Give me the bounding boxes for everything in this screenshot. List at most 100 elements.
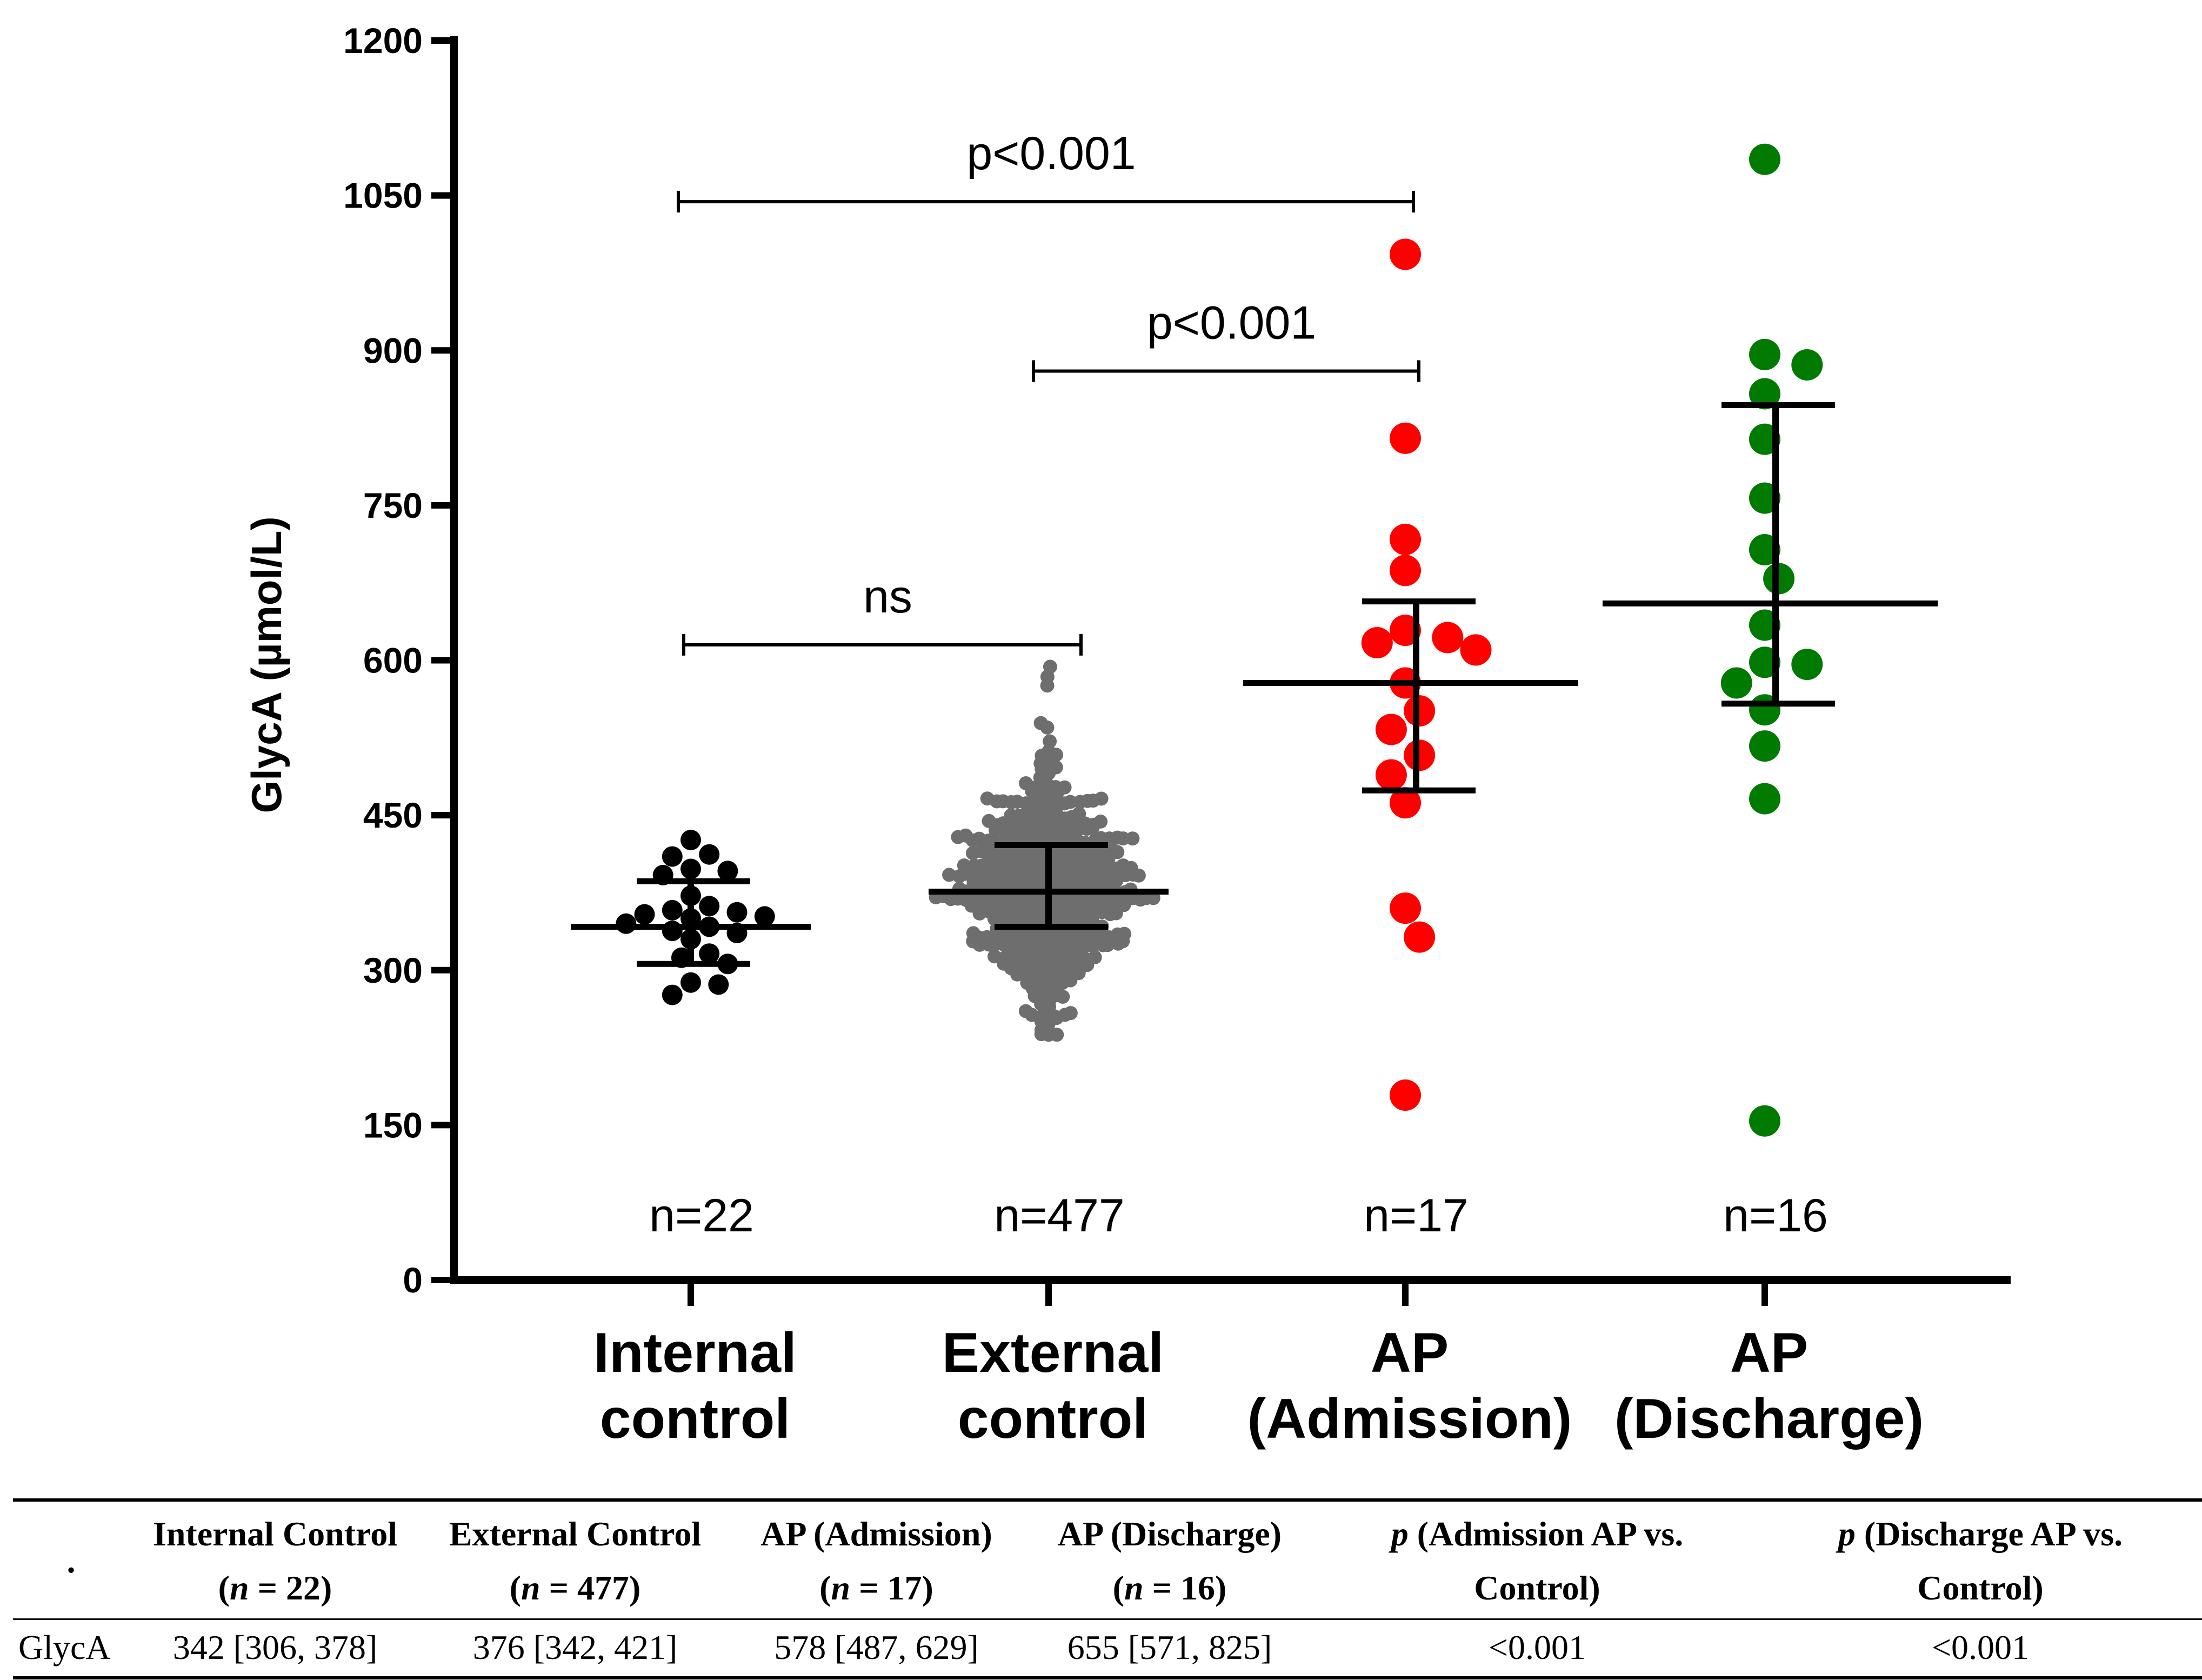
internal-control-point bbox=[754, 906, 775, 927]
ap-admission-point bbox=[1390, 892, 1421, 924]
external-control-point bbox=[951, 830, 965, 844]
cell-ap-admission: 578 [487, 629] bbox=[729, 1618, 1024, 1679]
x-category-label: control bbox=[958, 1388, 1148, 1450]
y-tick-label: 0 bbox=[403, 1260, 423, 1300]
y-tick-label: 1050 bbox=[343, 176, 423, 216]
y-axis-label: GlycA (µmol/L) bbox=[243, 516, 290, 813]
header-ap-admission: AP (Admission) (n = 17) bbox=[729, 1498, 1024, 1619]
header-p-discharge: p (Discharge AP vs. Control) bbox=[1759, 1498, 2202, 1619]
ap-discharge-point bbox=[1749, 783, 1780, 815]
row-label: GlycA bbox=[13, 1618, 129, 1679]
points-layer bbox=[616, 143, 1823, 1137]
ap-admission-point bbox=[1404, 695, 1436, 727]
cell-external-control: 376 [342, 421] bbox=[421, 1618, 729, 1679]
ap-discharge-point bbox=[1749, 378, 1780, 410]
table-header-row: . Internal Control (n = 22) External Con… bbox=[13, 1498, 2202, 1619]
header-ap-discharge: AP (Discharge) (n = 16) bbox=[1024, 1498, 1316, 1619]
ap-discharge-point bbox=[1749, 1105, 1780, 1137]
glyca-dot-plot: 0 150 300 450 600 750 900 1050 1200 GlycA (µmol/L… bbox=[243, 21, 2011, 1450]
table-row: GlycA 342 [306, 378] 376 [342, 421] 578 … bbox=[13, 1618, 2202, 1679]
ap-admission-point bbox=[1390, 787, 1421, 819]
external-control-point bbox=[1093, 814, 1108, 829]
comparison-label: ns bbox=[863, 571, 912, 623]
header-internal-control: Internal Control (n = 22) bbox=[129, 1498, 421, 1619]
y-tick-label: 150 bbox=[363, 1105, 423, 1145]
header-external-control: External Control (n = 477) bbox=[421, 1498, 729, 1619]
n-label: n=22 bbox=[649, 1190, 754, 1242]
cell-internal-control: 342 [306, 378] bbox=[129, 1618, 421, 1679]
external-control-point bbox=[980, 791, 995, 806]
external-control-point bbox=[1117, 926, 1132, 941]
ap-admission-point bbox=[1432, 622, 1464, 654]
ap-discharge-point bbox=[1791, 649, 1823, 681]
internal-control-point bbox=[616, 913, 637, 934]
labels-layer: n=22 n=477 n=17 n=16 p<0.001 p<0.001 ns bbox=[649, 128, 1828, 1242]
ap-discharge-point bbox=[1749, 730, 1780, 762]
external-control-point bbox=[1033, 716, 1048, 730]
ap-admission-point bbox=[1361, 627, 1393, 658]
internal-control-point bbox=[662, 899, 683, 921]
external-control-point bbox=[1057, 780, 1072, 795]
external-control-point bbox=[1087, 950, 1102, 964]
ap-admission-point bbox=[1404, 739, 1436, 771]
cell-p-discharge: <0.001 bbox=[1759, 1618, 2202, 1679]
internal-control-point bbox=[708, 974, 729, 995]
external-control-point bbox=[966, 926, 980, 941]
external-control-point bbox=[987, 949, 1002, 964]
internal-control-point bbox=[634, 904, 655, 925]
internal-control-point bbox=[699, 844, 720, 865]
table-corner: . bbox=[13, 1498, 129, 1619]
ap-admission-point bbox=[1460, 634, 1492, 666]
axes-layer: 0 150 300 450 600 750 900 1050 1200 GlycA (µmol/L… bbox=[243, 21, 2011, 1450]
y-tick-label: 600 bbox=[363, 641, 423, 681]
ap-discharge-point bbox=[1749, 338, 1780, 370]
internal-control-point bbox=[662, 921, 683, 942]
internal-control-point bbox=[680, 972, 701, 993]
external-control-point bbox=[982, 814, 996, 828]
external-control-point bbox=[965, 846, 980, 861]
internal-control-point bbox=[699, 943, 720, 964]
comparison-label: p<0.001 bbox=[966, 128, 1136, 179]
external-control-point bbox=[1094, 791, 1109, 806]
stats-layer bbox=[571, 402, 1938, 967]
external-control-point bbox=[1124, 861, 1138, 875]
external-control-point bbox=[1063, 1006, 1078, 1021]
internal-control-point bbox=[717, 861, 738, 882]
external-control-point bbox=[942, 868, 956, 882]
ap-discharge-point bbox=[1749, 143, 1780, 175]
internal-control-point bbox=[726, 902, 748, 923]
n-label: n=477 bbox=[994, 1190, 1125, 1242]
x-category-label: control bbox=[600, 1388, 790, 1450]
x-category-label: AP bbox=[1371, 1322, 1449, 1384]
external-control-point bbox=[957, 858, 971, 872]
ap-discharge-point bbox=[1763, 563, 1795, 595]
ap-admission-point bbox=[1375, 759, 1407, 791]
x-category-label: AP bbox=[1730, 1322, 1808, 1384]
external-control-point bbox=[1018, 1004, 1033, 1018]
y-tick-label: 750 bbox=[363, 485, 423, 525]
external-control-point bbox=[1063, 795, 1078, 809]
ap-admission-point bbox=[1390, 1079, 1421, 1111]
internal-control-point bbox=[662, 984, 683, 1005]
y-tick-label: 1200 bbox=[343, 21, 423, 61]
cell-p-admission: <0.001 bbox=[1316, 1618, 1759, 1679]
cell-ap-discharge: 655 [571, 825] bbox=[1024, 1618, 1316, 1679]
x-category-label: Internal bbox=[593, 1322, 797, 1384]
y-tick-label: 450 bbox=[363, 795, 423, 835]
ap-admission-point bbox=[1390, 555, 1421, 586]
summary-table: . Internal Control (n = 22) External Con… bbox=[13, 1498, 2202, 1679]
external-control-point bbox=[1004, 808, 1018, 823]
ap-admission-point bbox=[1404, 921, 1436, 953]
comparison-label: p<0.001 bbox=[1147, 297, 1316, 349]
ap-admission-point bbox=[1390, 422, 1421, 454]
external-control-point bbox=[1125, 831, 1140, 846]
header-p-admission: p (Admission AP vs. Control) bbox=[1316, 1498, 1759, 1619]
ap-discharge-point bbox=[1791, 349, 1823, 381]
ap-admission-point bbox=[1390, 238, 1421, 270]
n-label: n=17 bbox=[1364, 1190, 1469, 1242]
ap-admission-point bbox=[1390, 523, 1421, 555]
x-category-label: (Discharge) bbox=[1614, 1388, 1924, 1450]
internal-control-point bbox=[680, 830, 701, 850]
y-tick-label: 900 bbox=[363, 330, 423, 370]
external-control-point bbox=[1072, 806, 1086, 821]
